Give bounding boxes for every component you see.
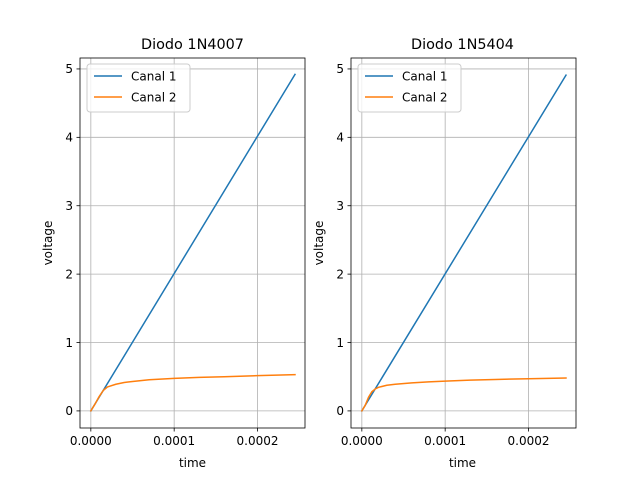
x-axis-label: time: [179, 456, 206, 470]
y-axis-label: voltage: [312, 221, 326, 266]
y-tick-label: 2: [336, 267, 344, 281]
series-line-1: [360, 74, 568, 412]
x-tick-label: 0.0002: [237, 434, 279, 448]
y-tick-label: 0: [336, 404, 344, 418]
y-tick-label: 5: [336, 62, 344, 76]
x-tick-label: 0.0000: [70, 434, 112, 448]
subplot-diodo-1n4007: Diodo 1N4007 time voltage 0.0000 0.0001 0.…: [41, 37, 306, 470]
y-tick-label: 0: [65, 404, 73, 418]
y-tick-label: 2: [65, 267, 73, 281]
y-axis-label: voltage: [41, 221, 55, 266]
x-tick-label: 0.0001: [153, 434, 195, 448]
y-tick-label: 3: [65, 199, 73, 213]
y-tick-label: 1: [336, 336, 344, 350]
y-tick-label: 4: [336, 131, 344, 145]
legend-label-2: Canal 2: [131, 90, 176, 104]
legend-label-1: Canal 1: [131, 69, 176, 83]
plot-frame: [350, 57, 577, 429]
y-tick-label: 5: [65, 62, 73, 76]
legend-label-1: Canal 1: [402, 69, 447, 83]
chart-title: Diodo 1N4007: [141, 37, 244, 53]
subplot-diodo-1n5404: Diodo 1N5404 time voltage 0.0000 0.0001 0.…: [312, 37, 577, 470]
y-tick-label: 1: [65, 336, 73, 350]
x-tick-label: 0.0002: [508, 434, 550, 448]
legend-label-2: Canal 2: [402, 90, 447, 104]
series-line-2: [360, 377, 567, 412]
chart-title: Diodo 1N5404: [411, 37, 514, 53]
series-line-1: [89, 73, 297, 412]
x-tick-label: 0.0000: [341, 434, 383, 448]
y-tick-label: 4: [65, 131, 73, 145]
series-line-2: [89, 373, 296, 412]
x-axis-label: time: [449, 456, 476, 470]
x-tick-label: 0.0001: [424, 434, 466, 448]
plot-frame: [79, 57, 306, 429]
y-tick-label: 3: [336, 199, 344, 213]
